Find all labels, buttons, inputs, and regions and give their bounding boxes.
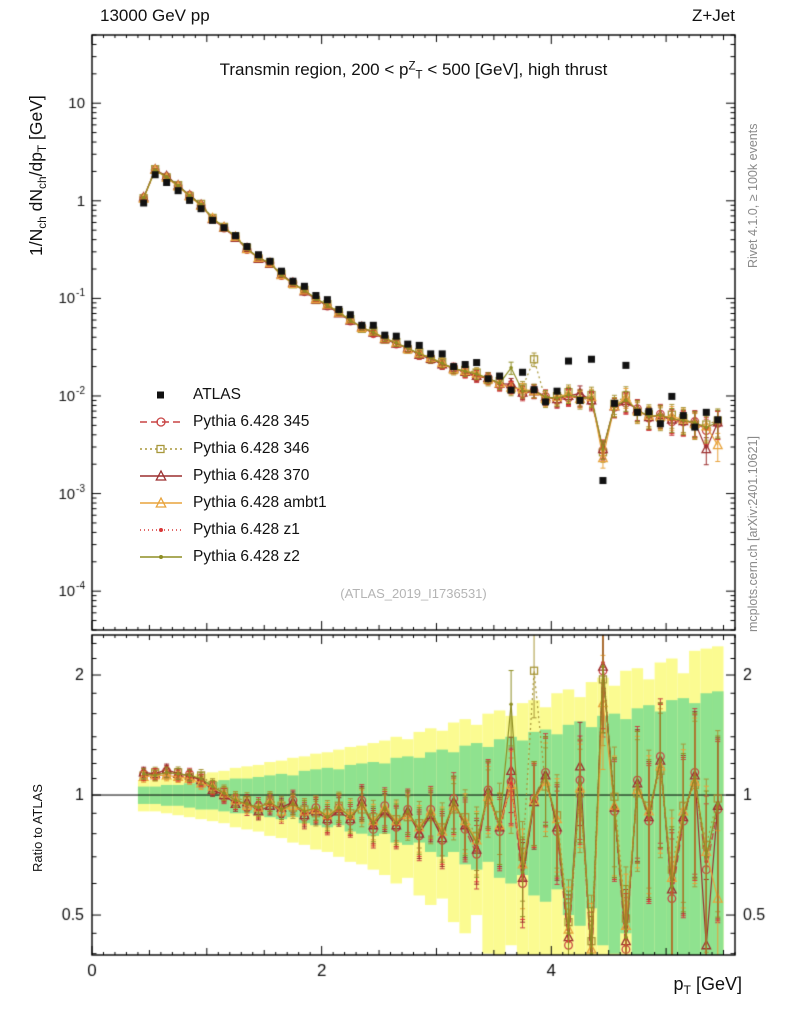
py6-345-marker-icon bbox=[140, 416, 182, 427]
py6-370-marker-icon bbox=[140, 469, 182, 481]
mcplots-arxiv-note: mcplots.cern.ch [arXiv:2401.10621] bbox=[746, 436, 760, 632]
legend-entry-py6-370: Pythia 6.428 370 bbox=[138, 462, 327, 489]
py6-ambt1-marker-icon bbox=[140, 496, 182, 508]
beam-energy-label: 13000 GeV pp bbox=[100, 6, 210, 25]
analysis-watermark: (ATLAS_2019_I1736531) bbox=[340, 586, 487, 601]
legend-label: Pythia 6.428 z2 bbox=[193, 547, 300, 565]
legend-label: ATLAS bbox=[193, 385, 241, 403]
rivet-version-note: Rivet 4.1.0, ≥ 100k events bbox=[746, 123, 760, 268]
legend-entry-py6-346: Pythia 6.428 346 bbox=[138, 435, 327, 462]
legend: ATLAS Pythia 6.428 345 Pythia 6.428 346 Pyt… bbox=[138, 381, 327, 570]
legend-entry-py6-ambt1: Pythia 6.428 ambt1 bbox=[138, 489, 327, 516]
atlas-marker-icon bbox=[157, 391, 164, 398]
legend-entry-atlas: ATLAS bbox=[138, 381, 327, 408]
plot-title: Transmin region, 200 < pZT < 500 [GeV], … bbox=[219, 60, 608, 82]
legend-entry-py6-345: Pythia 6.428 345 bbox=[138, 408, 327, 435]
process-label: Z+Jet bbox=[692, 6, 735, 25]
py6-z2-marker-icon bbox=[140, 554, 182, 559]
y-axis-label-top: 1/Nch dNch/dpT [GeV] bbox=[26, 95, 49, 256]
py6-z1-marker-icon bbox=[140, 527, 182, 532]
y-axis-label-ratio: Ratio to ATLAS bbox=[30, 784, 45, 872]
legend-entry-py6-z2: Pythia 6.428 z2 bbox=[138, 543, 327, 570]
py6-346-marker-icon bbox=[140, 444, 182, 453]
legend-label: Pythia 6.428 346 bbox=[193, 439, 310, 457]
legend-label: Pythia 6.428 370 bbox=[193, 466, 310, 484]
legend-entry-py6-z1: Pythia 6.428 z1 bbox=[138, 516, 327, 543]
legend-label: Pythia 6.428 345 bbox=[193, 412, 310, 430]
legend-label: Pythia 6.428 z1 bbox=[193, 520, 300, 538]
legend-label: Pythia 6.428 ambt1 bbox=[193, 493, 327, 511]
x-axis-label: pT [GeV] bbox=[673, 974, 742, 997]
